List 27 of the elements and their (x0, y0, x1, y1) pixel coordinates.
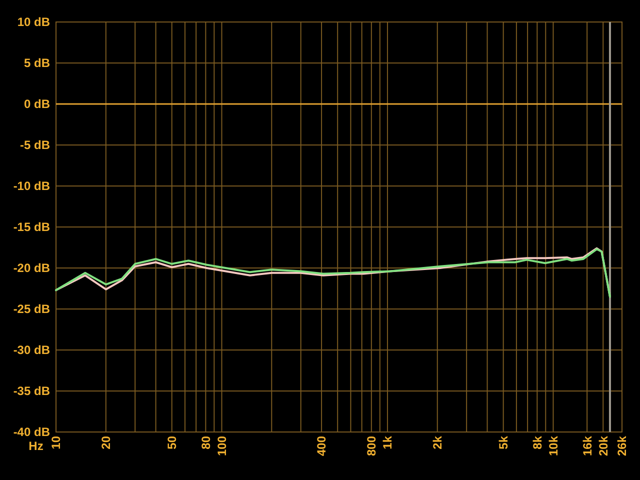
x-tick-label: 16k (580, 436, 594, 456)
x-tick-label: 1k (380, 436, 395, 450)
x-tick-label: 8k (530, 436, 544, 450)
x-tick-label: 400 (314, 436, 329, 456)
y-tick-label: -20 dB (13, 261, 50, 276)
x-tick-label: 10k (546, 436, 560, 456)
y-tick-label: -35 dB (13, 384, 50, 398)
y-tick-label: -25 dB (13, 302, 50, 316)
y-tick-label: -10 dB (13, 179, 50, 194)
x-tick-label: 20k (596, 436, 610, 456)
x-tick-label: 26k (615, 436, 630, 456)
y-tick-label: -15 dB (13, 220, 50, 234)
y-tick-label: -40 dB (13, 425, 50, 440)
x-tick-label: 100 (214, 436, 229, 456)
x-tick-label: 50 (165, 436, 180, 450)
x-tick-label: 5k (496, 436, 511, 450)
y-tick-label: -5 dB (20, 138, 50, 152)
x-tick-label: 10 (49, 436, 64, 450)
x-tick-label: 800 (364, 436, 379, 456)
y-tick-label: 10 dB (17, 15, 50, 30)
x-tick-label: 20 (99, 436, 114, 450)
y-tick-label: 0 dB (24, 97, 50, 112)
y-tick-label: 5 dB (24, 56, 50, 70)
x-tick-label: 2k (430, 436, 445, 450)
y-tick-label: -30 dB (13, 343, 50, 358)
x-axis-title: Hz (28, 439, 44, 453)
x-tick-label: 80 (198, 436, 213, 450)
